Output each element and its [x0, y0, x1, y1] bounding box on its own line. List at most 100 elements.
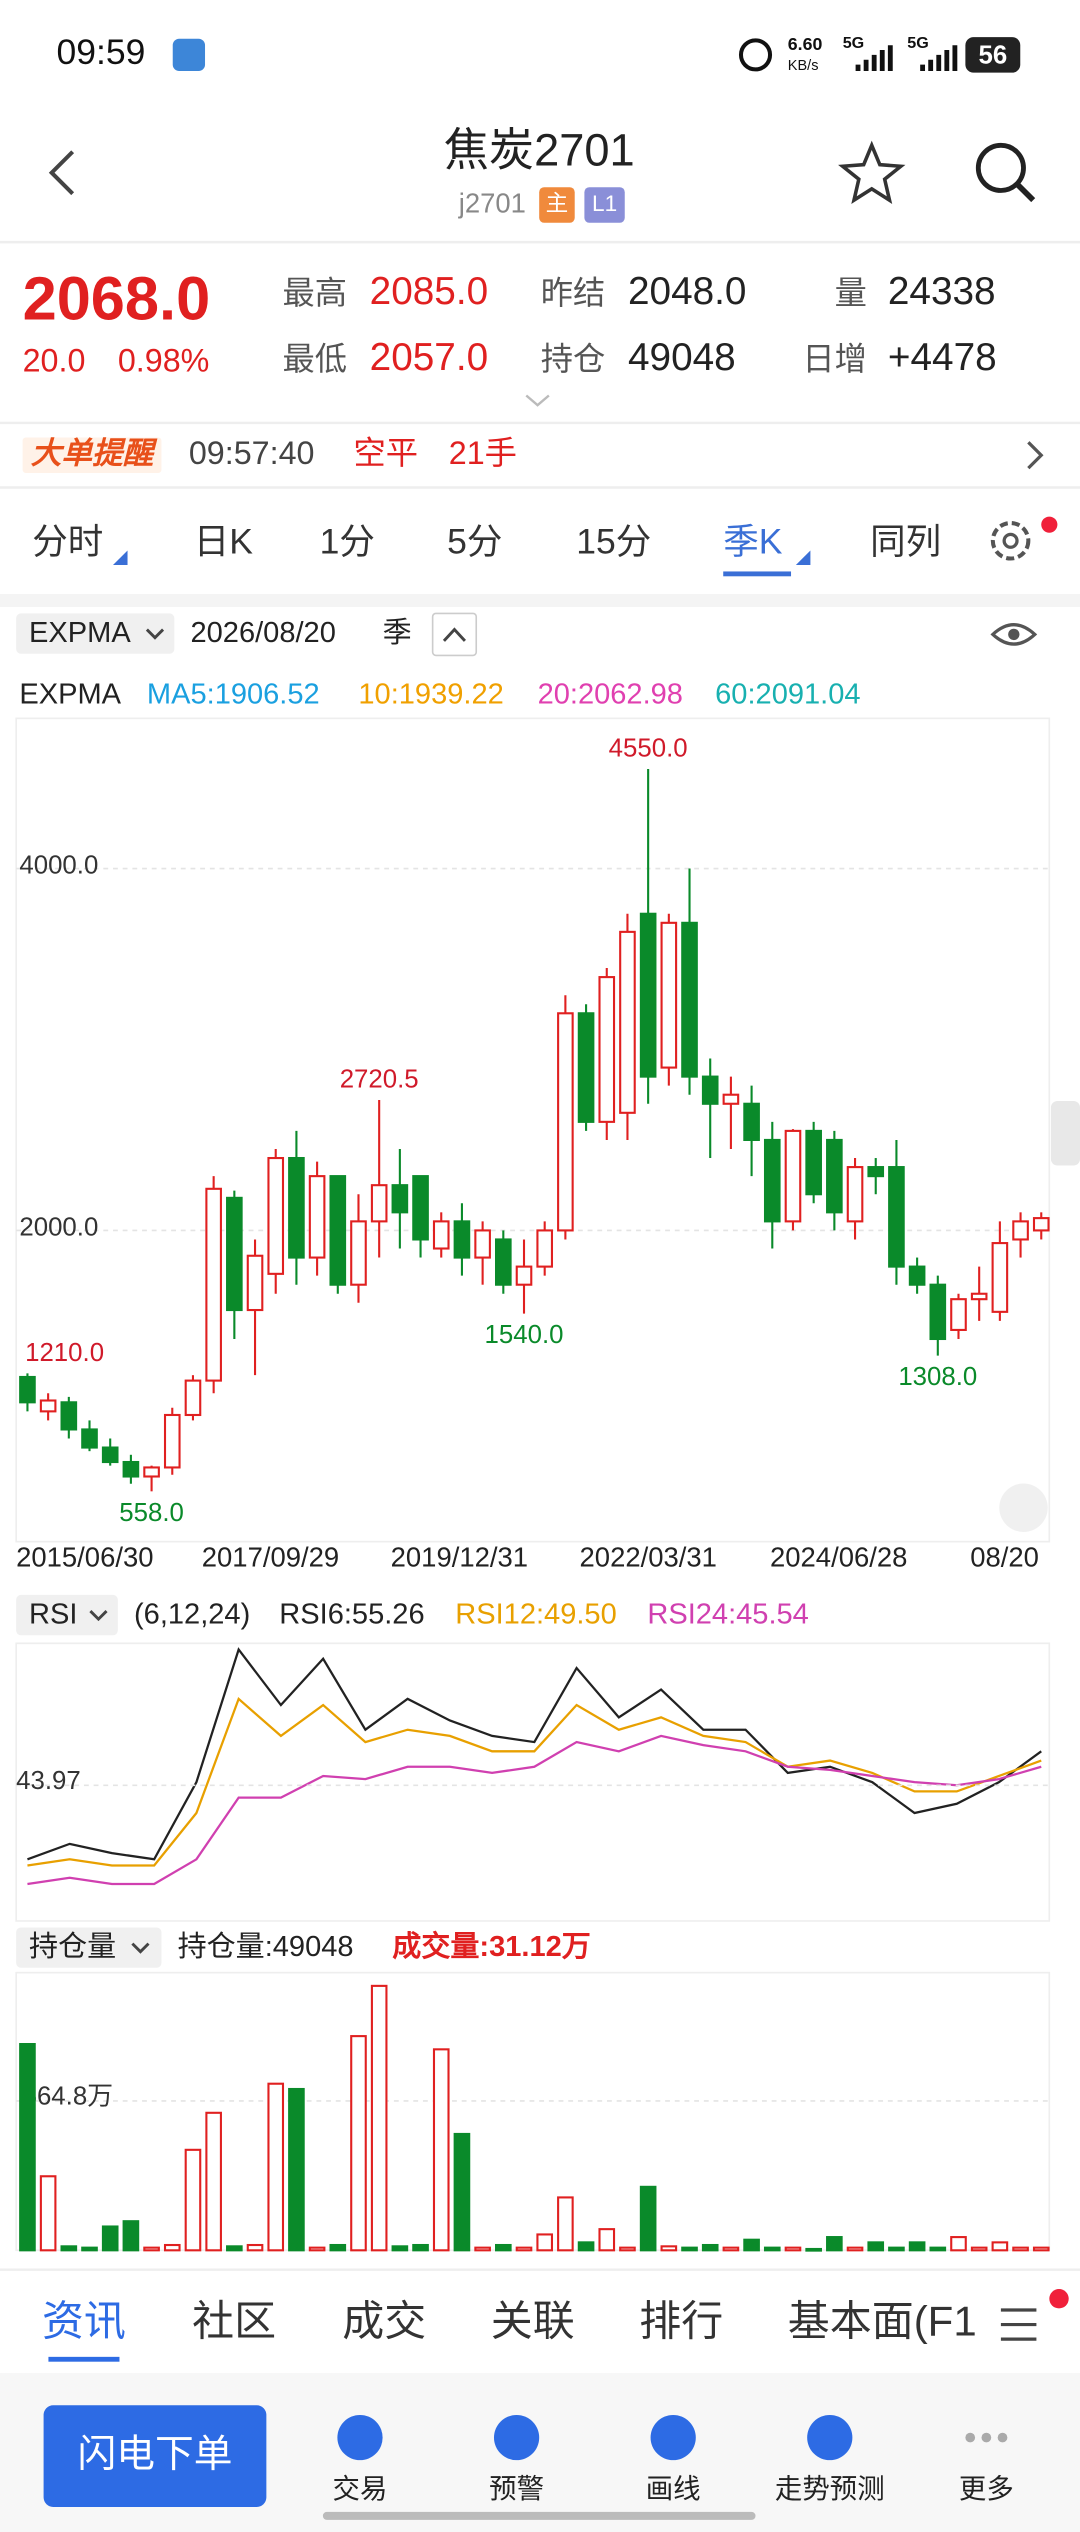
battery-level: 56: [978, 41, 1007, 69]
collapse-button[interactable]: [431, 612, 478, 657]
eye-button[interactable]: [990, 623, 1038, 646]
fullscreen-button[interactable]: [999, 1483, 1048, 1532]
search-button[interactable]: [975, 142, 1026, 193]
volume-bar: [681, 2246, 698, 2252]
bottom-tab[interactable]: 社区: [192, 2298, 276, 2345]
volume-bar: [908, 2241, 926, 2252]
side-handle[interactable]: [1050, 1100, 1080, 1166]
rsi-params: (6,12,24): [134, 1599, 250, 1631]
volume-frame: [15, 1971, 1051, 2252]
volume-bar: [19, 2042, 36, 2252]
candle-body: [1032, 1217, 1050, 1232]
period-tab[interactable]: 15分: [576, 521, 651, 561]
change-pct: 0.98%: [118, 343, 210, 379]
volume-bar: [474, 2246, 491, 2252]
search-handle: [1015, 182, 1036, 203]
volume-bar: [557, 2196, 574, 2252]
indicator-select[interactable]: [16, 613, 175, 654]
volume-bar: [722, 2246, 740, 2252]
dropdown-arrow: [89, 1610, 108, 1622]
y-tick-label: 2000.0: [19, 1214, 98, 1242]
dropdown-arrow: [145, 628, 165, 640]
nav-item[interactable]: 预警: [489, 2473, 544, 2504]
volume-select[interactable]: [16, 1927, 162, 1968]
bottom-tab[interactable]: 基本面(F1: [788, 2298, 977, 2345]
alert-more[interactable]: [1027, 441, 1044, 470]
rsi-legend: RSI6:55.26 RSI12:49.50 RSI24:45.54: [279, 1599, 809, 1631]
volume-bar: [391, 2245, 409, 2252]
title: 焦炭2701: [444, 124, 635, 175]
vol-legend: 持仓量:49048: [178, 1930, 354, 1963]
volume-bar: [329, 2243, 347, 2252]
period-tab[interactable]: 同列: [870, 521, 941, 561]
period-tab[interactable]: 日K: [194, 521, 254, 561]
rsi-frame: [15, 1642, 1051, 1922]
alarm-icon: [738, 38, 773, 72]
candle-body: [143, 1466, 160, 1478]
volume-bar: [205, 2111, 222, 2252]
volume-select-text: 持仓量: [29, 1930, 116, 1963]
candle-body: [495, 1238, 512, 1286]
volume-bar: [660, 2245, 678, 2252]
home-indicator: [322, 2511, 756, 2520]
back-button[interactable]: [48, 150, 75, 196]
price-annotation: 1540.0: [485, 1321, 564, 1349]
period-tab[interactable]: 分时: [32, 521, 103, 561]
candle-body: [639, 912, 657, 1078]
period-tab[interactable]: 5分: [447, 521, 502, 561]
candle-body: [19, 1375, 36, 1404]
volume-bar: [763, 2246, 781, 2252]
period-tab[interactable]: 1分: [320, 521, 375, 561]
rsi-select[interactable]: [16, 1594, 118, 1636]
volume-bar: [743, 2238, 760, 2252]
volume-bar: [950, 2236, 967, 2252]
volume-bar: [81, 2246, 98, 2252]
status-time: 09:59: [57, 32, 146, 72]
volume-bar: [101, 2225, 119, 2252]
notification-dot: [1041, 516, 1058, 533]
stat-label: 日增: [802, 341, 867, 377]
favorite-button[interactable]: [838, 140, 906, 204]
nav-icon: [807, 2414, 853, 2461]
nav-icon: [965, 2432, 976, 2443]
candle-body: [577, 1012, 595, 1123]
rsi-chart: 43.97: [16, 1647, 1050, 1886]
price-annotation: 1210.0: [25, 1339, 104, 1367]
x-tick-label: 08/20: [970, 1542, 1039, 1573]
volume-bar: [495, 2243, 512, 2252]
settings-button[interactable]: [990, 521, 1031, 561]
x-tick-label: 2019/12/31: [391, 1542, 528, 1573]
x-tick-label: 2024/06/28: [770, 1542, 907, 1573]
candle-body: [908, 1265, 926, 1286]
expand-button[interactable]: [525, 394, 550, 407]
legend-item: MA5:1906.52: [147, 678, 320, 710]
candle-body: [619, 930, 636, 1114]
stat-value: +4478: [888, 336, 997, 379]
nav-item[interactable]: 走势预测: [775, 2473, 885, 2504]
menu-button[interactable]: [1000, 2308, 1037, 2341]
nav-icon: [337, 2414, 383, 2461]
signal-label: 5G: [907, 34, 929, 52]
candle-body: [970, 1292, 988, 1301]
bottom-tab[interactable]: 资讯: [42, 2298, 126, 2345]
bottom-tab[interactable]: 排行: [639, 2298, 723, 2345]
nav-item[interactable]: 交易: [333, 2473, 388, 2504]
volume-bar: [1032, 2246, 1050, 2252]
bottom-tab[interactable]: 成交: [342, 2298, 426, 2345]
nav-item[interactable]: 更多: [959, 2473, 1014, 2504]
candle-body: [763, 1138, 781, 1223]
quick-order-button[interactable]: [43, 2405, 267, 2507]
candle-body: [805, 1129, 822, 1196]
period-tab[interactable]: 季K: [723, 521, 783, 561]
candle-body: [784, 1129, 802, 1223]
candle-body: [432, 1220, 450, 1250]
nav-item[interactable]: 画线: [646, 2473, 701, 2504]
tab-dropdown: [795, 550, 811, 565]
candle-body: [950, 1298, 967, 1331]
notification-dot: [1049, 2289, 1069, 2309]
volume-bar: [308, 2246, 326, 2252]
eye-icon: [1008, 628, 1020, 641]
badge: [584, 187, 625, 223]
bottom-tab[interactable]: 关联: [491, 2298, 575, 2345]
separator: [0, 594, 1080, 607]
